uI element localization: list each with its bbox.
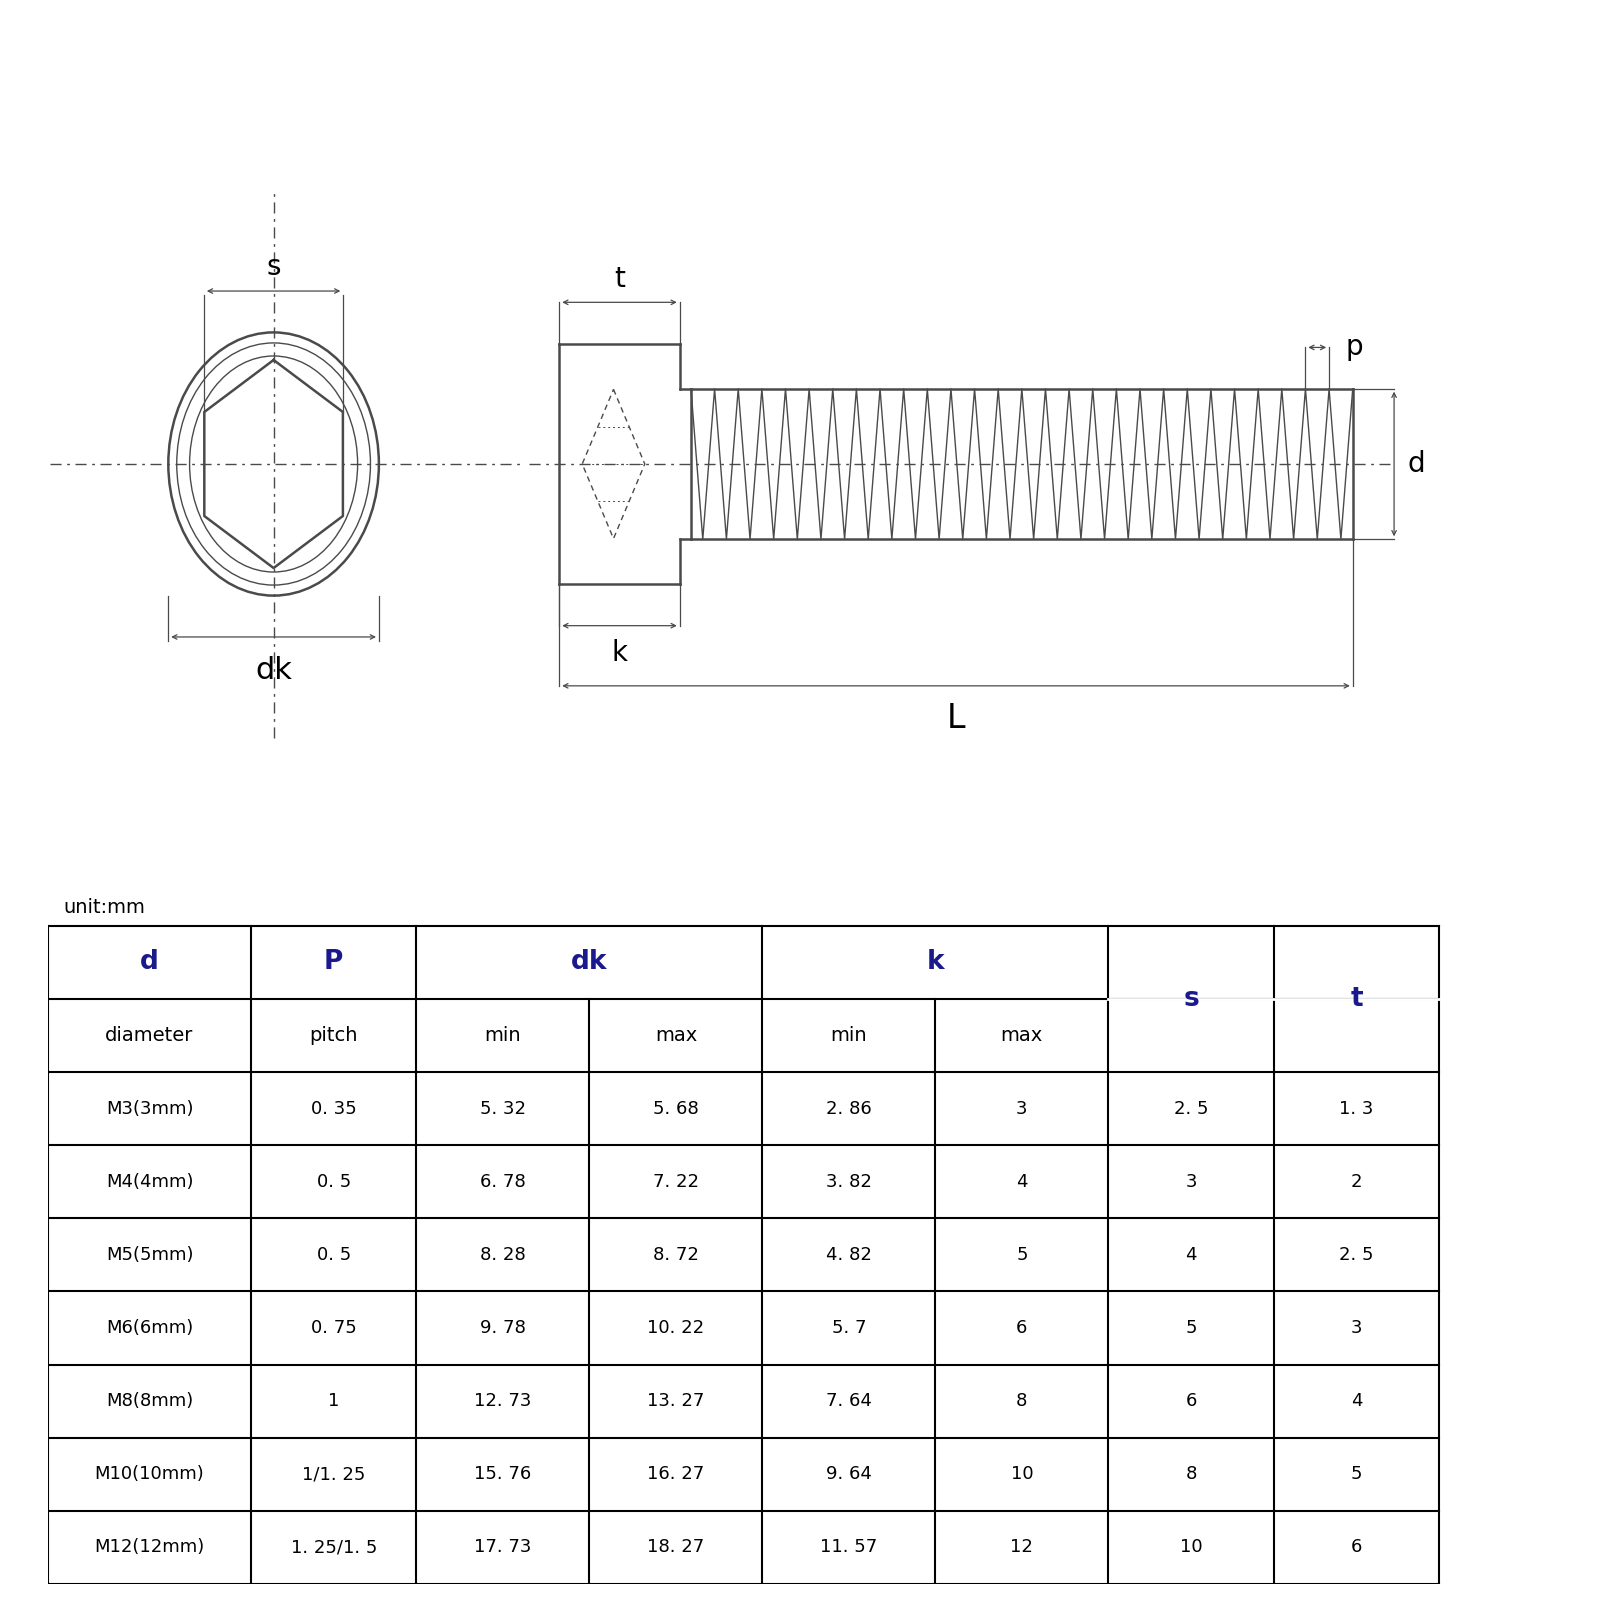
Text: 5: 5 <box>1016 1246 1027 1264</box>
Text: 5. 68: 5. 68 <box>653 1099 699 1118</box>
Text: 17. 73: 17. 73 <box>474 1539 531 1557</box>
Text: P: P <box>325 949 344 976</box>
Text: 3. 82: 3. 82 <box>826 1173 872 1190</box>
Text: 3: 3 <box>1016 1099 1027 1118</box>
Text: 2: 2 <box>1350 1173 1362 1190</box>
Text: pitch: pitch <box>309 1026 358 1045</box>
Text: 8: 8 <box>1016 1392 1027 1410</box>
Text: 6: 6 <box>1186 1392 1197 1410</box>
Text: unit:mm: unit:mm <box>62 898 146 917</box>
Text: 2. 86: 2. 86 <box>826 1099 872 1118</box>
Text: M5(5mm): M5(5mm) <box>106 1246 194 1264</box>
Text: max: max <box>654 1026 698 1045</box>
Text: k: k <box>611 640 627 667</box>
Text: L: L <box>947 702 965 736</box>
Text: 6: 6 <box>1016 1318 1027 1338</box>
Text: min: min <box>830 1026 867 1045</box>
Text: 8: 8 <box>1186 1466 1197 1483</box>
Text: t: t <box>1350 986 1363 1011</box>
Text: M4(4mm): M4(4mm) <box>106 1173 194 1190</box>
Text: t: t <box>614 266 626 293</box>
Text: max: max <box>1000 1026 1043 1045</box>
Text: 5. 32: 5. 32 <box>480 1099 526 1118</box>
Text: 9. 64: 9. 64 <box>826 1466 872 1483</box>
Text: 8. 28: 8. 28 <box>480 1246 526 1264</box>
Text: d: d <box>1408 450 1426 478</box>
Text: p: p <box>1346 333 1363 362</box>
Text: 5: 5 <box>1186 1318 1197 1338</box>
Text: 12. 73: 12. 73 <box>474 1392 531 1410</box>
Text: k: k <box>926 949 944 976</box>
Text: s: s <box>266 253 282 282</box>
Text: 7. 64: 7. 64 <box>826 1392 872 1410</box>
Text: 5. 7: 5. 7 <box>832 1318 866 1338</box>
Text: M6(6mm): M6(6mm) <box>106 1318 194 1338</box>
Text: 8. 72: 8. 72 <box>653 1246 699 1264</box>
Text: 6. 78: 6. 78 <box>480 1173 526 1190</box>
Text: 12: 12 <box>1011 1539 1034 1557</box>
Text: 4: 4 <box>1016 1173 1027 1190</box>
Text: 11. 57: 11. 57 <box>821 1539 877 1557</box>
Text: 0. 5: 0. 5 <box>317 1246 350 1264</box>
Text: 3: 3 <box>1186 1173 1197 1190</box>
Text: 16. 27: 16. 27 <box>648 1466 704 1483</box>
Text: 3: 3 <box>1350 1318 1362 1338</box>
Text: 9. 78: 9. 78 <box>480 1318 526 1338</box>
Text: 0. 5: 0. 5 <box>317 1173 350 1190</box>
Text: s: s <box>1182 986 1198 1011</box>
Text: 18. 27: 18. 27 <box>648 1539 704 1557</box>
Text: dk: dk <box>571 949 608 976</box>
Text: min: min <box>485 1026 522 1045</box>
Text: 1/1. 25: 1/1. 25 <box>302 1466 365 1483</box>
Text: 13. 27: 13. 27 <box>648 1392 704 1410</box>
Text: 1. 25/1. 5: 1. 25/1. 5 <box>291 1539 378 1557</box>
Text: 1. 3: 1. 3 <box>1339 1099 1374 1118</box>
Text: 0. 75: 0. 75 <box>310 1318 357 1338</box>
Text: 4: 4 <box>1350 1392 1362 1410</box>
Text: 1: 1 <box>328 1392 339 1410</box>
Text: 10: 10 <box>1011 1466 1034 1483</box>
Text: 15. 76: 15. 76 <box>474 1466 531 1483</box>
Text: diameter: diameter <box>106 1026 194 1045</box>
Text: 10: 10 <box>1179 1539 1202 1557</box>
Text: M3(3mm): M3(3mm) <box>106 1099 194 1118</box>
Text: M8(8mm): M8(8mm) <box>106 1392 194 1410</box>
Text: d: d <box>141 949 158 976</box>
Text: 7. 22: 7. 22 <box>653 1173 699 1190</box>
Text: M10(10mm): M10(10mm) <box>94 1466 205 1483</box>
Text: dk: dk <box>254 656 293 685</box>
Text: 2. 5: 2. 5 <box>1339 1246 1374 1264</box>
Text: 6: 6 <box>1350 1539 1362 1557</box>
Text: 4. 82: 4. 82 <box>826 1246 872 1264</box>
Text: 2. 5: 2. 5 <box>1174 1099 1208 1118</box>
Text: 0. 35: 0. 35 <box>310 1099 357 1118</box>
Text: M12(12mm): M12(12mm) <box>94 1539 205 1557</box>
Text: 5: 5 <box>1350 1466 1362 1483</box>
Text: 10. 22: 10. 22 <box>648 1318 704 1338</box>
Text: 4: 4 <box>1186 1246 1197 1264</box>
